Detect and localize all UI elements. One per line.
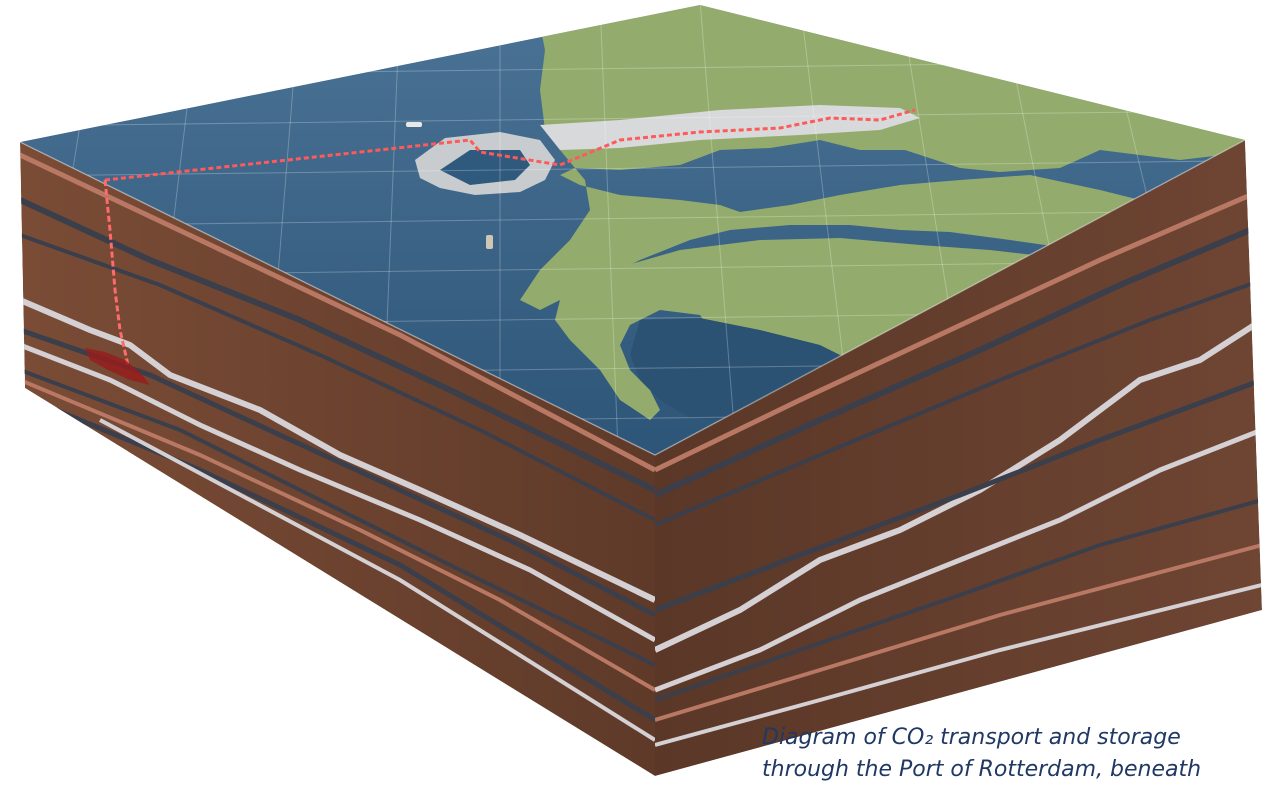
caption-line-1: Diagram of CO₂ transport and storage bbox=[762, 725, 1181, 750]
caption-line-2: through the Port of Rotterdam, beneath bbox=[762, 757, 1202, 782]
pipeline-route bbox=[104, 108, 916, 182]
storage-reservoir bbox=[85, 348, 150, 385]
ship-icon bbox=[406, 122, 422, 127]
strata-right bbox=[655, 140, 1262, 776]
ship-icon bbox=[486, 235, 493, 249]
injection-well bbox=[103, 179, 130, 366]
strata-left bbox=[20, 142, 655, 776]
diagram-caption: Diagram of CO₂ transport and storage thr… bbox=[762, 722, 1265, 786]
